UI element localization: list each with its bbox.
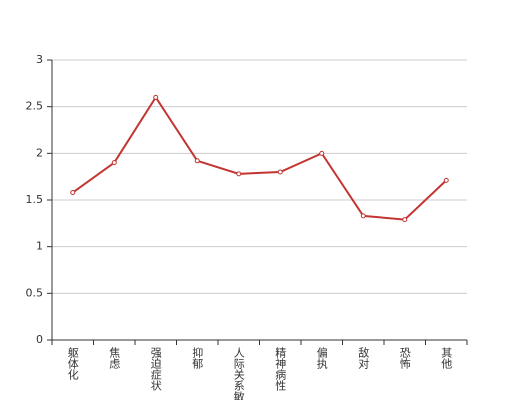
x-tick-label: 其他 — [440, 347, 453, 369]
y-tick-label: 0.5 — [26, 286, 44, 299]
y-tick-label: 0 — [36, 333, 43, 346]
point — [443, 177, 449, 183]
x-tick-label: 抑郁 — [191, 346, 204, 369]
y-tick-label: 2 — [36, 146, 43, 159]
y-tick-label: 2.5 — [26, 100, 44, 113]
y-tick-label: 1 — [36, 240, 43, 253]
x-tick-label: 强迫症状 — [149, 347, 162, 391]
point — [111, 160, 117, 166]
y-tick-label: 3 — [36, 53, 43, 66]
point — [70, 190, 76, 196]
line — [72, 95, 447, 221]
point — [360, 213, 366, 219]
y-tick-label: 1.5 — [26, 193, 44, 206]
x-tick-label: 焦虑 — [108, 347, 121, 369]
point — [319, 150, 325, 156]
point — [194, 158, 200, 164]
point — [277, 169, 283, 175]
x-tick-label: 躯体化 — [66, 347, 79, 381]
x-tick-label: 偏执 — [315, 346, 328, 370]
x-tick-label: 敌对 — [357, 346, 370, 369]
point — [236, 171, 242, 177]
x-tick-label: 人际关系敏感 — [232, 347, 245, 400]
x-tick-label: 恐怖 — [398, 347, 411, 369]
point — [402, 217, 408, 223]
point — [153, 94, 159, 100]
x-tick-label: 精神病性 — [274, 347, 287, 392]
